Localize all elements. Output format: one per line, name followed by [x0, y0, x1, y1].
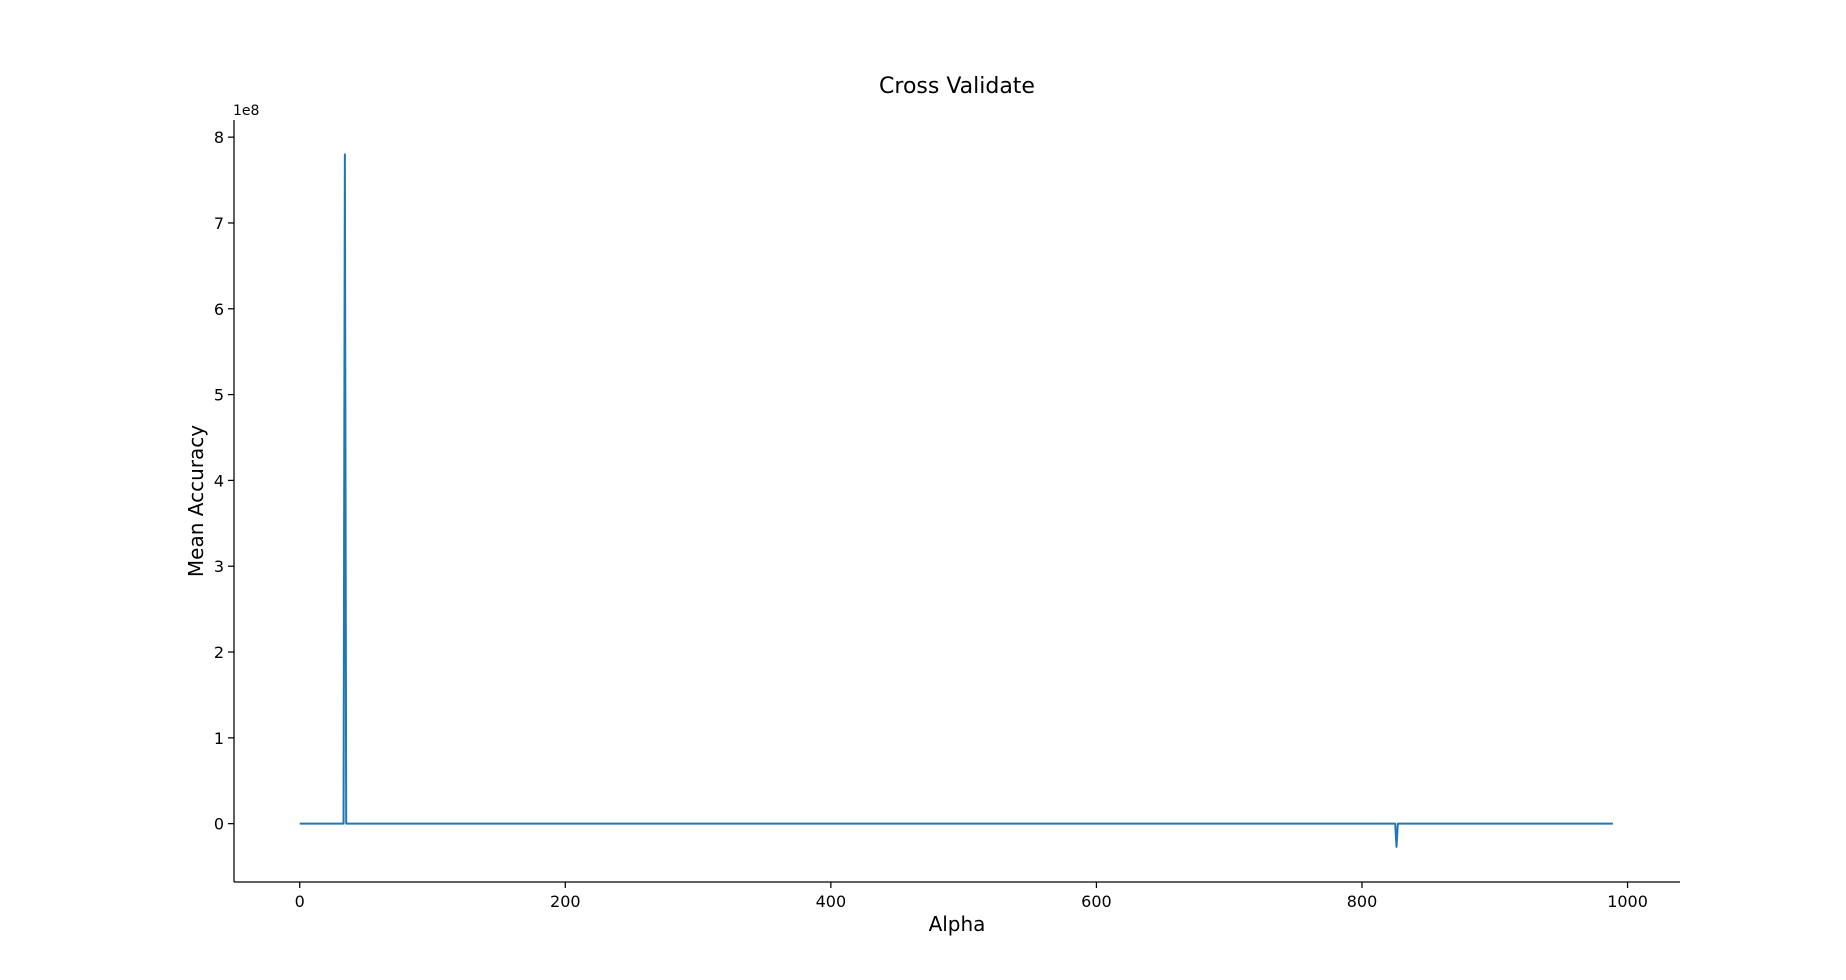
y-tick-label: 1 [214, 729, 224, 748]
x-tick-label: 800 [1347, 892, 1378, 911]
plot-area [299, 153, 1613, 848]
y-tick-label: 8 [214, 128, 224, 147]
y-axis-offset-label: 1e8 [233, 103, 259, 119]
y-tick-label: 2 [214, 643, 224, 662]
series-line [299, 153, 1613, 848]
chart-title: Cross Validate [879, 74, 1035, 99]
y-tick-label: 7 [214, 214, 224, 233]
y-axis: 0 1 2 3 4 5 6 7 8 [214, 120, 235, 882]
x-tick-label: 600 [1081, 892, 1112, 911]
x-tick-label: 200 [550, 892, 581, 911]
y-tick-label: 0 [214, 815, 224, 834]
x-tick-label: 400 [816, 892, 847, 911]
x-axis-title: Alpha [929, 912, 986, 936]
y-tick-label: 6 [214, 300, 224, 319]
y-axis-title: Mean Accuracy [184, 425, 208, 577]
x-tick-label: 0 [295, 892, 305, 911]
y-tick-label: 5 [214, 386, 224, 405]
x-tick-label: 1000 [1607, 892, 1648, 911]
x-axis: 0 200 400 600 800 1000 [234, 881, 1680, 911]
y-tick-label: 4 [214, 471, 224, 490]
y-tick-label: 3 [214, 557, 224, 576]
